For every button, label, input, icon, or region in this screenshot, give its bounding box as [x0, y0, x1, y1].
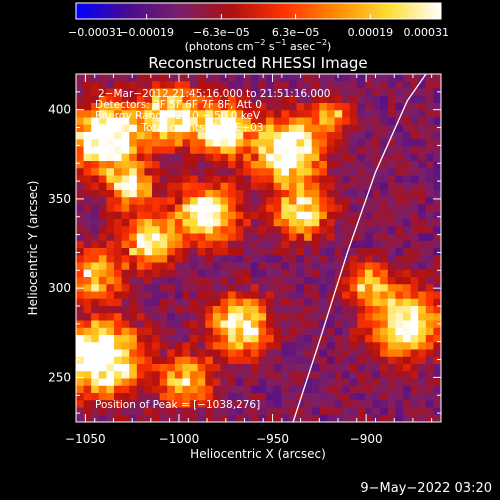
- colorbar-fill: [76, 3, 441, 19]
- x-tick-label: −950: [256, 432, 289, 446]
- render-timestamp: 9−May−2022 03:20: [360, 481, 492, 496]
- chart-title: Reconstructed RHESSI Image: [148, 54, 367, 72]
- unit-part-2: s: [265, 40, 274, 53]
- solar-limb-curve: [292, 74, 427, 422]
- colorbar-tick-label: −6.3e−05: [193, 26, 250, 39]
- annotation-block: 2−Mar−2012 21:45:16.000 to 21:51:16.000 …: [95, 88, 330, 411]
- y-tick-label: 300: [48, 281, 71, 295]
- x-axis-ticks: −1050 −1000 −950 −900: [65, 74, 433, 446]
- colorbar-tick-label: −0.00031: [68, 26, 123, 39]
- colorbar-tick-label: 0.00031: [404, 26, 450, 39]
- x-tick-label: −1050: [65, 432, 106, 446]
- unit-part-4: asec: [286, 40, 315, 53]
- y-tick-label: 400: [48, 103, 71, 117]
- y-tick-label: 350: [48, 192, 71, 206]
- y-axis-ticks: 250 300 350 400: [48, 73, 441, 414]
- colorbar: −0.00031−0.00019 −6.3e−05 6.3e−05 0.00019 0.…: [68, 2, 449, 53]
- unit-part-6: ): [327, 40, 331, 53]
- unit-part-3: −1: [275, 38, 287, 47]
- unit-part-5: −2: [315, 38, 327, 47]
- annotation-peak-position: Position of Peak = [−1038,276]: [95, 399, 260, 411]
- colorbar-unit-label: (photons cm−2 s−1 asec−2): [185, 38, 332, 53]
- annotation-clean-counts: Clean Total counts: 6.11E+03: [95, 122, 264, 134]
- y-tick-label: 250: [48, 370, 71, 384]
- plot-frame: [75, 73, 442, 423]
- annotation-detectors: Detectors: 3F 5F 6F 7F 8F, Att 0: [95, 99, 262, 111]
- heatmap-image: [76, 74, 441, 422]
- colorbar-frame: [75, 2, 442, 20]
- colorbar-tick-label: 0.00019: [348, 26, 394, 39]
- y-axis-label: Heliocentric Y (arcsec): [26, 181, 40, 316]
- unit-part-1: −2: [254, 38, 266, 47]
- x-axis-label: Heliocentric X (arcsec): [190, 447, 326, 461]
- annotation-time-range: 2−Mar−2012 21:45:16.000 to 21:51:16.000: [98, 88, 330, 100]
- annotation-energy-range: Energy Range: 25.0 − 50.0 keV: [95, 110, 261, 122]
- x-tick-label: −900: [350, 432, 383, 446]
- colorbar-tick-label: −0.00019: [119, 26, 174, 39]
- colorbar-ticks: −0.00031−0.00019 −6.3e−05 6.3e−05 0.00019 0.…: [68, 14, 449, 39]
- colorbar-tick-label: 6.3e−05: [272, 26, 319, 39]
- x-tick-label: −1000: [159, 432, 200, 446]
- unit-part-0: (photons cm: [185, 40, 254, 53]
